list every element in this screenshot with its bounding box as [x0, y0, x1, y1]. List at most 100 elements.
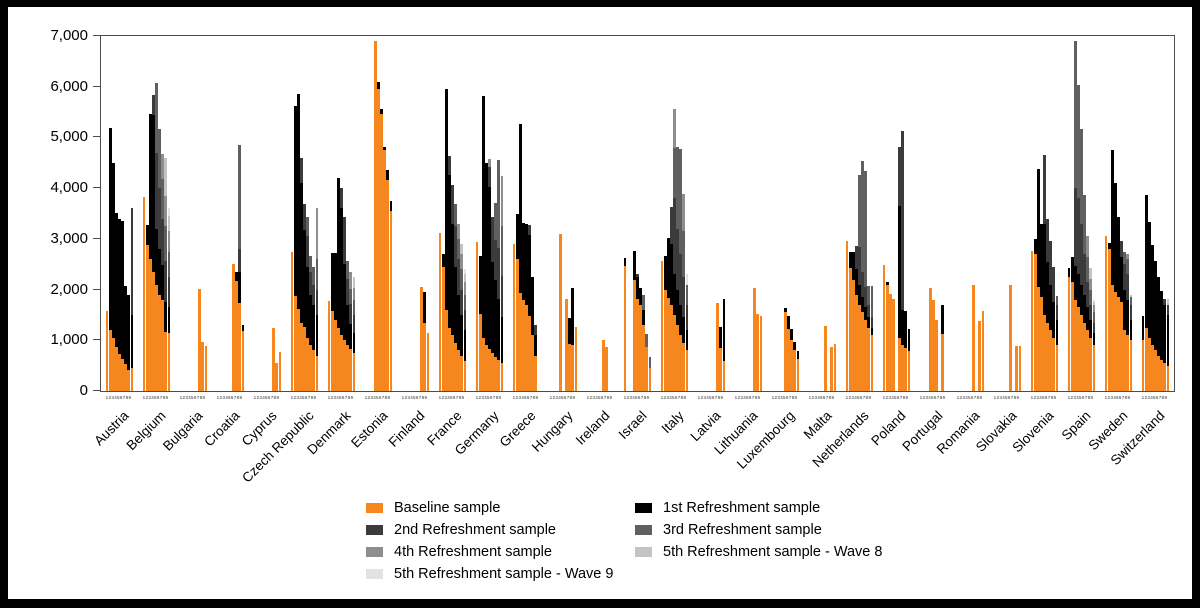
- bar-segment-r1: [639, 288, 642, 306]
- wave-slot: [380, 36, 383, 391]
- stacked-bar: [420, 287, 423, 391]
- bar-segment-r3: [315, 259, 319, 290]
- bar-segment-r1: [534, 335, 538, 356]
- bar-segment-baseline: [889, 293, 892, 391]
- bar-segment-baseline: [525, 304, 528, 391]
- stacked-bar: [867, 286, 871, 391]
- bar-segment-r1: [380, 109, 383, 115]
- wave-slot: [648, 36, 652, 391]
- bar-segment-r2: [488, 166, 491, 187]
- bar-segment-r1: [149, 114, 152, 260]
- bar-segment-r1: [485, 163, 488, 346]
- bar-segment-r1: [337, 177, 340, 328]
- bar-segment-r1: [500, 316, 504, 363]
- wave-slot: [867, 36, 871, 391]
- bar-segment-r1: [1120, 256, 1123, 303]
- stacked-bar: [155, 83, 158, 391]
- bar-segment-baseline: [327, 301, 331, 391]
- stacked-bar: [1163, 298, 1167, 391]
- bar-segment-r3: [167, 251, 171, 277]
- stacked-bar: [309, 255, 312, 391]
- bar-segment-baseline: [1052, 337, 1056, 391]
- bar-segment-r1: [343, 264, 346, 341]
- bar-segment-r3: [1129, 297, 1133, 305]
- legend-swatch-r2: [366, 525, 383, 535]
- wave-slot: [565, 36, 568, 391]
- bar-segment-r2: [158, 188, 161, 250]
- bar-segment-baseline: [118, 353, 121, 391]
- bar-segment-baseline: [127, 369, 131, 391]
- bar-segment-baseline: [445, 309, 448, 391]
- bar-segment-r1: [1083, 294, 1086, 323]
- bar-segment-baseline: [232, 263, 235, 391]
- wave-tick-label: 123456789: [105, 395, 132, 400]
- bar-segment-baseline: [454, 342, 457, 391]
- wave-slot: [784, 36, 787, 391]
- bar-segment-r3: [306, 216, 309, 237]
- wave-tick-label: 123456789: [253, 395, 280, 400]
- bar-segment-r1: [855, 269, 858, 295]
- bar-segment-r1: [870, 327, 874, 336]
- bar-segment-r1: [349, 324, 353, 350]
- bar-segment-r3: [463, 294, 467, 310]
- wave-slot: [383, 36, 386, 391]
- bar-segment-baseline: [494, 356, 497, 391]
- bar-segment-baseline: [1037, 287, 1040, 391]
- wave-slot: [904, 36, 908, 391]
- bar-segment-baseline: [623, 266, 627, 391]
- wave-slot: [759, 36, 763, 391]
- bar-segment-baseline: [1092, 345, 1096, 391]
- wave-tick-label: 123456789: [438, 395, 465, 400]
- country-group-slovenia: [1026, 36, 1063, 391]
- bar-segment-baseline: [337, 327, 340, 391]
- bar-segment-baseline: [528, 316, 531, 391]
- bar-segment-r1: [457, 294, 460, 351]
- legend-item-r5w8: 5th Refreshment sample - Wave 8: [635, 544, 882, 560]
- bar-segment-baseline: [882, 264, 886, 391]
- wave-slot: [241, 36, 245, 391]
- bar-segment-r1: [568, 318, 571, 345]
- stacked-bar: [164, 158, 168, 391]
- bar-segment-r3: [238, 144, 242, 250]
- bar-segment-r2: [534, 325, 538, 336]
- stacked-bar: [1151, 245, 1154, 391]
- stacked-bar: [559, 233, 562, 391]
- wave-slot: [1151, 36, 1154, 391]
- bar-segment-r2: [1163, 298, 1167, 305]
- bar-segment-baseline: [833, 344, 837, 391]
- legend-item-r3: 3rd Refreshment sample: [635, 522, 822, 538]
- stacked-bar: [571, 288, 575, 391]
- bar-segment-baseline: [488, 349, 491, 391]
- wave-slot: [278, 36, 282, 391]
- y-axis-tick-label: 0: [79, 382, 88, 399]
- legend-label-r2: 2nd Refreshment sample: [394, 522, 556, 538]
- wave-slot: [167, 36, 171, 391]
- stacked-bar: [1070, 256, 1074, 391]
- wave-slot: [115, 36, 118, 391]
- bar-segment-r2: [451, 184, 454, 224]
- stacked-bar: [892, 298, 895, 391]
- bar-segment-baseline: [1144, 327, 1148, 391]
- wave-slot: [352, 36, 356, 391]
- stacked-bar: [297, 93, 300, 391]
- wave-slot: [722, 36, 726, 391]
- y-axis-tick-label: 1,000: [50, 331, 88, 349]
- legend-item-r4: 4th Refreshment sample: [366, 544, 552, 560]
- bar-segment-r1: [793, 341, 797, 351]
- wave-slot: [1018, 36, 1022, 391]
- bar-segment-baseline: [1033, 254, 1037, 391]
- bar-segment-baseline: [485, 345, 488, 391]
- wave-tick-label: 123456789: [216, 395, 243, 400]
- wave-tick-label: 123456789: [1104, 395, 1131, 400]
- wave-tick-label: 123456789: [401, 395, 428, 400]
- bar-segment-r2: [855, 245, 858, 270]
- wave-slot: [1092, 36, 1096, 391]
- stacked-bar: [722, 299, 726, 391]
- bar-segment-r1: [670, 243, 673, 305]
- bar-segment-r5w8: [1089, 268, 1093, 280]
- stacked-bar: [904, 311, 908, 391]
- bar-segment-r3: [867, 286, 871, 305]
- wave-slot: [1104, 36, 1108, 391]
- wave-slot: [639, 36, 642, 391]
- stacked-bar: [901, 130, 904, 391]
